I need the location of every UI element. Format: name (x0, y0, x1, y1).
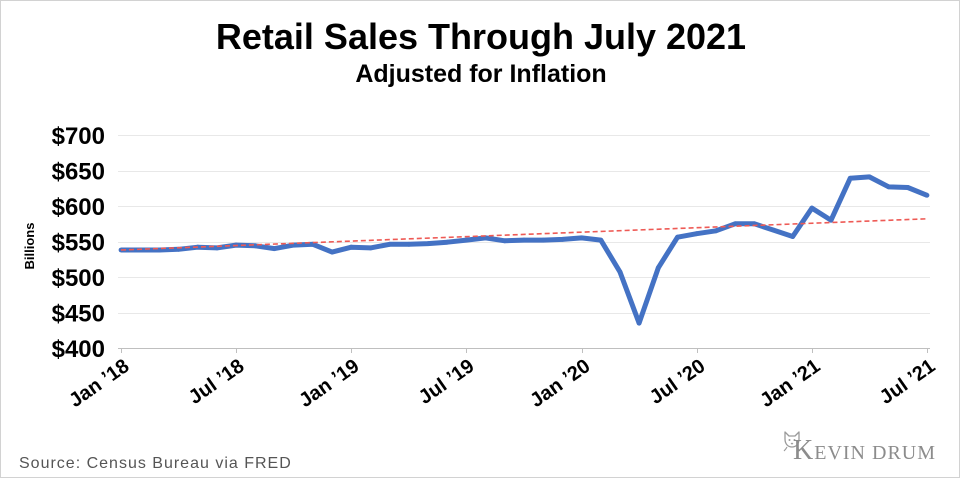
data-point (732, 221, 738, 227)
y-tick-label: $450 (52, 301, 105, 328)
y-tick-label: $400 (52, 336, 105, 363)
gridlines (118, 135, 930, 349)
chart-title: Retail Sales Through July 2021 (216, 16, 746, 57)
data-point (272, 246, 277, 252)
series-layer (118, 174, 930, 326)
x-tick-label: Jan ’20 (526, 355, 594, 412)
data-point (886, 184, 891, 190)
data-point (713, 228, 719, 234)
cat-icon-graphic (783, 431, 801, 452)
y-tick-label: $550 (52, 230, 105, 257)
cat-nose (790, 442, 794, 445)
data-point (502, 238, 508, 244)
data-point (924, 192, 930, 198)
x-tick-label: Jan ’18 (65, 355, 133, 412)
data-point (387, 241, 393, 247)
x-tick-label: Jul ’20 (646, 355, 710, 409)
data-point (675, 234, 680, 240)
chart-subtitle: Adjusted for Inflation (355, 60, 606, 88)
cat-icon (781, 430, 803, 452)
data-point (847, 175, 853, 181)
cat-eye-right (793, 439, 796, 441)
x-tick-label: Jan ’21 (756, 355, 824, 412)
y-axis-label: Billions (22, 223, 37, 270)
data-point (617, 269, 623, 275)
cat-eye-left (788, 439, 791, 441)
x-axis-ticks: Jan ’18 Jul ’18 Jan ’19 Jul ’19 Jan ’20 Jul ’… (65, 348, 939, 412)
data-point (771, 227, 776, 233)
cat-body-outline (783, 446, 801, 452)
source-note: Source: Census Bureau via FRED (19, 455, 292, 472)
data-point (368, 245, 373, 251)
data-point (579, 235, 584, 241)
data-point (655, 265, 661, 271)
data-point (598, 237, 604, 243)
data-point (636, 320, 642, 326)
cat-head-outline (784, 431, 800, 448)
data-point (348, 244, 354, 250)
data-point (867, 174, 872, 180)
y-tick-label: $500 (52, 265, 105, 292)
y-tick-label: $600 (52, 194, 105, 221)
data-point (444, 239, 450, 245)
x-tick-label: Jul ’19 (415, 355, 479, 409)
data-point (252, 243, 258, 249)
trend-line (120, 218, 928, 251)
y-axis-ticks: $400 $450 $500 $550 $600 $650 $700 (52, 123, 105, 363)
data-point (905, 185, 911, 190)
data-point (329, 249, 335, 255)
data-point (809, 205, 815, 211)
data-point (464, 237, 469, 243)
y-tick-label: $700 (52, 123, 105, 150)
x-tick-label: Jan ’19 (295, 355, 363, 412)
data-point (560, 237, 565, 242)
y-tick-label: $650 (52, 159, 105, 186)
trend-layer (120, 218, 928, 251)
data-point (406, 241, 412, 247)
data-point (521, 237, 527, 243)
kevin-drum-logo: KEVIN DRUM (781, 429, 941, 473)
logo-text: KEVIN DRUM (793, 435, 937, 466)
data-point (790, 234, 796, 239)
data-point (828, 217, 834, 223)
data-point (540, 237, 546, 243)
series-line (121, 174, 928, 326)
data-point (157, 247, 162, 253)
x-tick-label: Jul ’21 (876, 355, 940, 409)
data-point (425, 241, 431, 247)
data-point (694, 231, 700, 237)
x-tick-label: Jul ’18 (185, 355, 249, 409)
